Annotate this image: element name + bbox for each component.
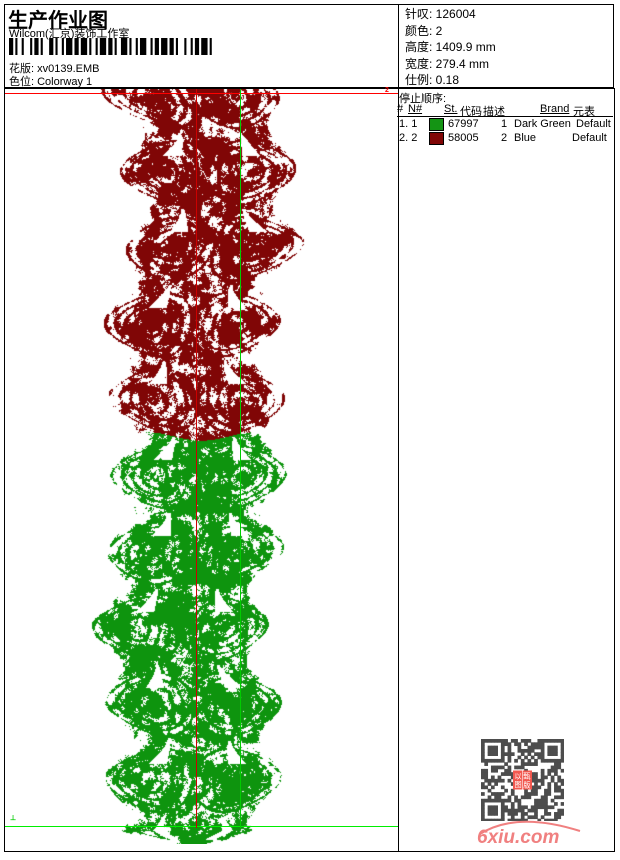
svg-text:6xiu.com: 6xiu.com <box>477 827 559 846</box>
svg-text:版: 版 <box>523 780 530 789</box>
svg-text:甄: 甄 <box>523 772 530 781</box>
svg-text:图: 图 <box>514 780 521 789</box>
